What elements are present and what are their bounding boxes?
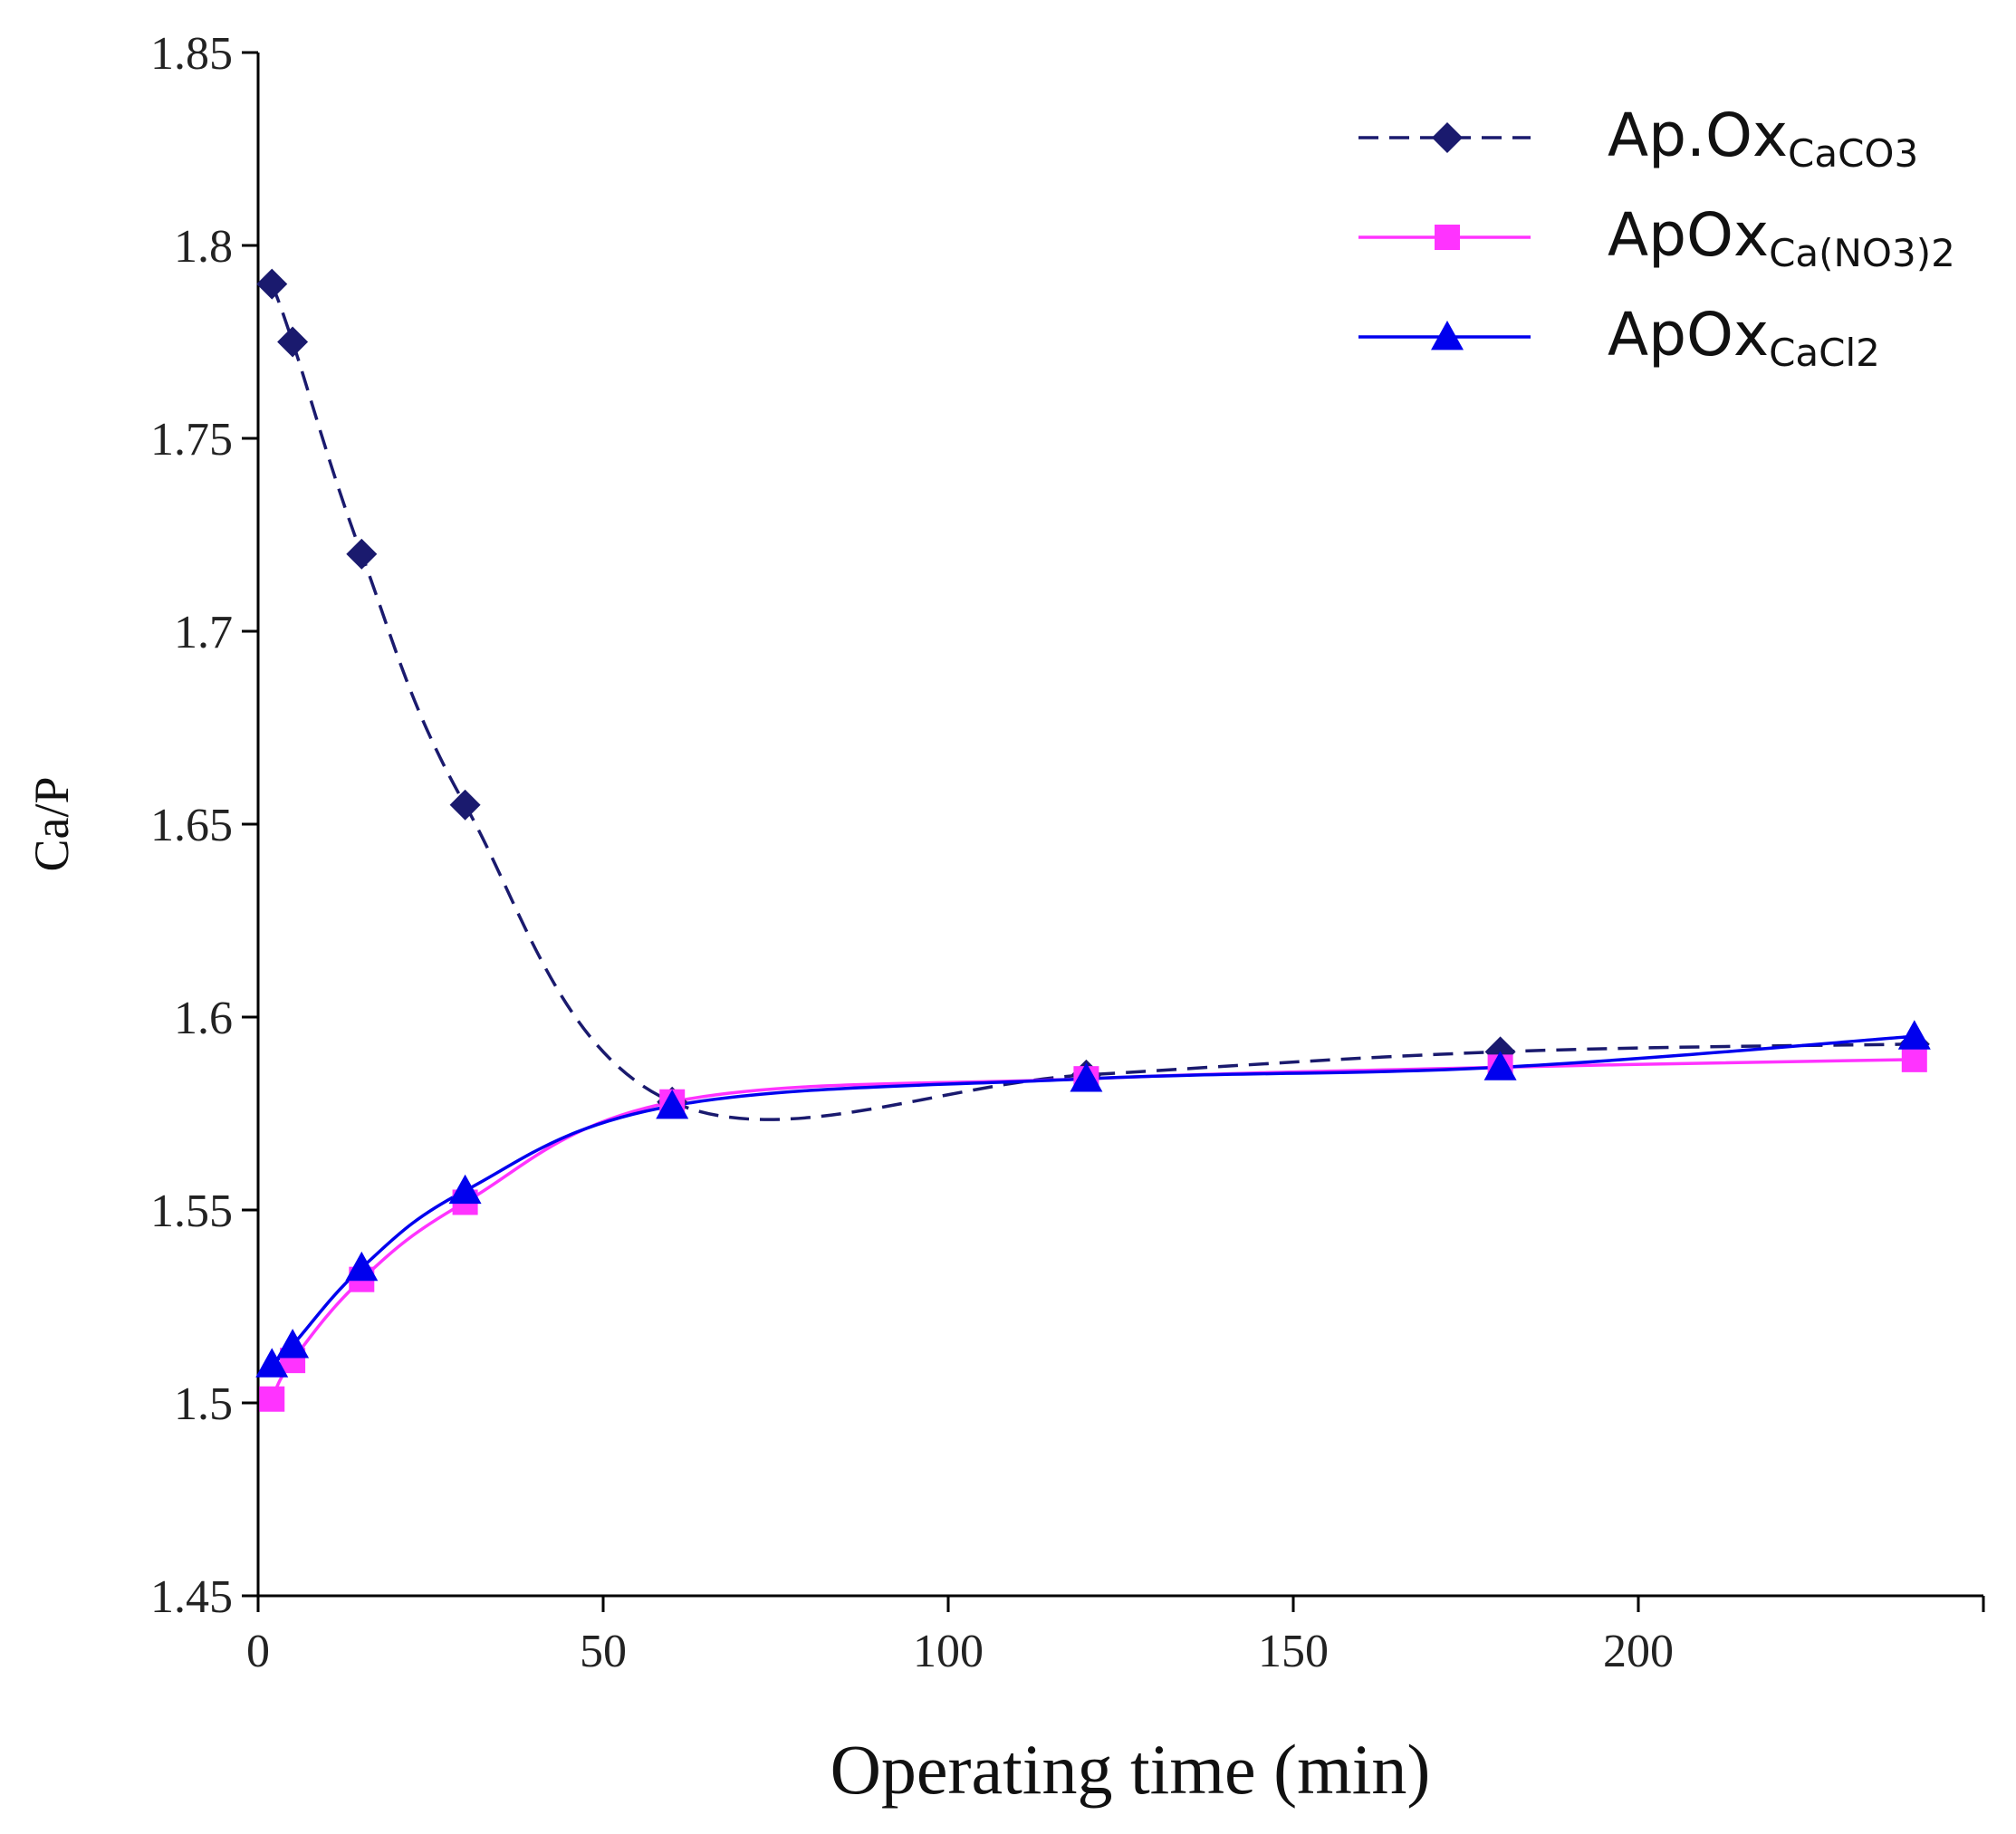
data-point-caco3 <box>346 538 378 570</box>
series-line-caco3 <box>270 283 1915 1121</box>
legend-marker-cacl2 <box>1431 321 1464 350</box>
data-point-caco3 <box>449 789 481 821</box>
legend-label-subscript: CaCO3 <box>1788 131 1918 176</box>
series-layer <box>255 268 1931 1412</box>
legend-label-main: ApOx <box>1608 300 1769 370</box>
legend-marker-caco3 <box>1432 122 1463 153</box>
x-axis-title: Operating time (min) <box>830 1730 1431 1809</box>
data-point-cacl2 <box>656 1089 689 1119</box>
series-line-cano32 <box>270 1058 1915 1400</box>
data-point-cano32 <box>1901 1046 1927 1072</box>
y-tick-label: 1.6 <box>174 993 233 1044</box>
x-tick-label: 50 <box>580 1626 627 1677</box>
data-point-caco3 <box>256 268 288 300</box>
x-tick-label: 200 <box>1603 1626 1674 1677</box>
y-tick-label: 1.8 <box>174 221 233 273</box>
data-point-cacl2 <box>1897 1020 1931 1050</box>
legend-label-main: Ap.Ox <box>1608 101 1788 170</box>
data-point-cacl2 <box>448 1174 482 1205</box>
x-tick-label: 150 <box>1258 1626 1329 1677</box>
legend-label-cacl2: ApOxCaCl2 <box>1608 300 1880 375</box>
y-tick-label: 1.65 <box>150 800 233 851</box>
y-tick-label: 1.75 <box>150 414 233 466</box>
y-tick-label: 1.45 <box>150 1571 233 1623</box>
x-tick-label: 100 <box>913 1626 984 1677</box>
legend-label-main: ApOx <box>1608 200 1769 270</box>
legend-label-subscript: CaCl2 <box>1769 331 1880 375</box>
data-point-cacl2 <box>1483 1051 1517 1080</box>
y-tick-label: 1.7 <box>174 607 233 658</box>
y-axis-title: Ca/P <box>24 776 79 871</box>
data-point-caco3 <box>277 326 309 358</box>
y-tick-label: 1.55 <box>150 1186 233 1237</box>
y-tick-label: 1.5 <box>174 1378 233 1430</box>
data-point-cacl2 <box>345 1251 379 1282</box>
legend-marker-cano32 <box>1435 225 1460 250</box>
legend-label-caco3: Ap.OxCaCO3 <box>1608 101 1918 176</box>
legend-label-subscript: Ca(NO3)2 <box>1769 231 1955 275</box>
legend-label-cano32: ApOxCa(NO3)2 <box>1608 200 1955 275</box>
data-point-cacl2 <box>276 1329 310 1359</box>
axes: 1.45 1.5 1.55 1.6 1.65 1.7 1.75 1.8 1.85 0 50 100 15… <box>150 28 1985 1677</box>
data-point-cano32 <box>259 1386 285 1412</box>
x-tick-label: 0 <box>246 1626 270 1677</box>
data-point-cacl2 <box>1070 1062 1103 1092</box>
y-tick-label: 1.85 <box>150 28 233 80</box>
data-point-cacl2 <box>255 1348 289 1378</box>
